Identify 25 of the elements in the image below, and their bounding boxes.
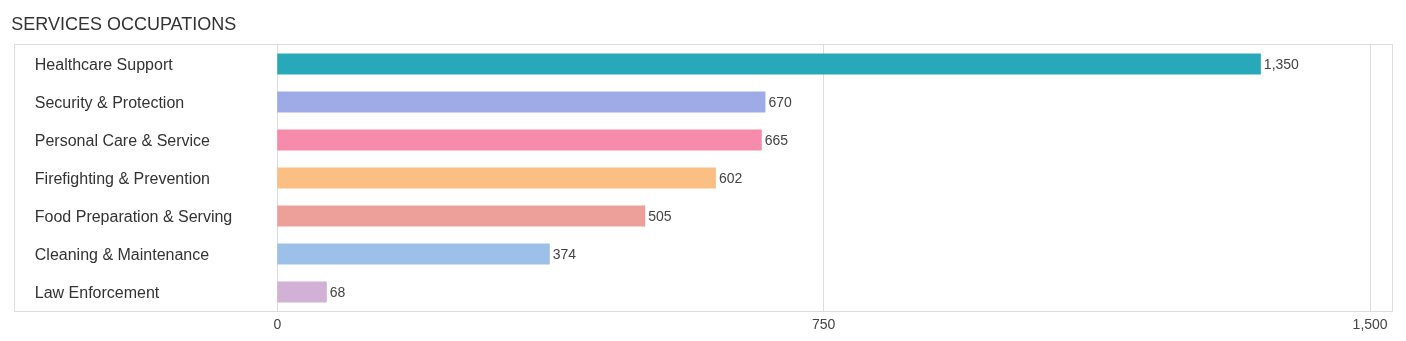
bar [277,281,327,303]
bar [277,205,646,227]
bar [277,91,766,113]
data-label: 602 [718,170,743,186]
data-label: 374 [552,246,577,262]
y-tick-label: Firefighting & Prevention [34,169,210,187]
x-tick-label: 0 [273,315,282,332]
data-label: 1,350 [1263,56,1300,72]
y-tick-label: Healthcare Support [34,55,174,73]
bar [277,53,1261,75]
y-tick-label: Cleaning & Maintenance [34,245,210,263]
x-tick-label: 750 [812,315,836,332]
bar [277,243,550,265]
y-tick-label: Law Enforcement [34,283,160,301]
data-label: 670 [768,94,792,110]
data-label: 505 [648,208,672,224]
y-tick-label: Food Preparation & Serving [34,207,233,225]
data-label: 68 [329,284,346,300]
bar [277,129,762,151]
y-tick-label: Security & Protection [34,93,185,111]
chart-title: SERVICES OCCUPATIONS [11,13,237,34]
x-tick-label: 1,500 [1352,315,1388,332]
bar [277,167,716,189]
y-tick-label: Personal Care & Service [34,131,211,149]
data-label: 665 [764,132,789,148]
